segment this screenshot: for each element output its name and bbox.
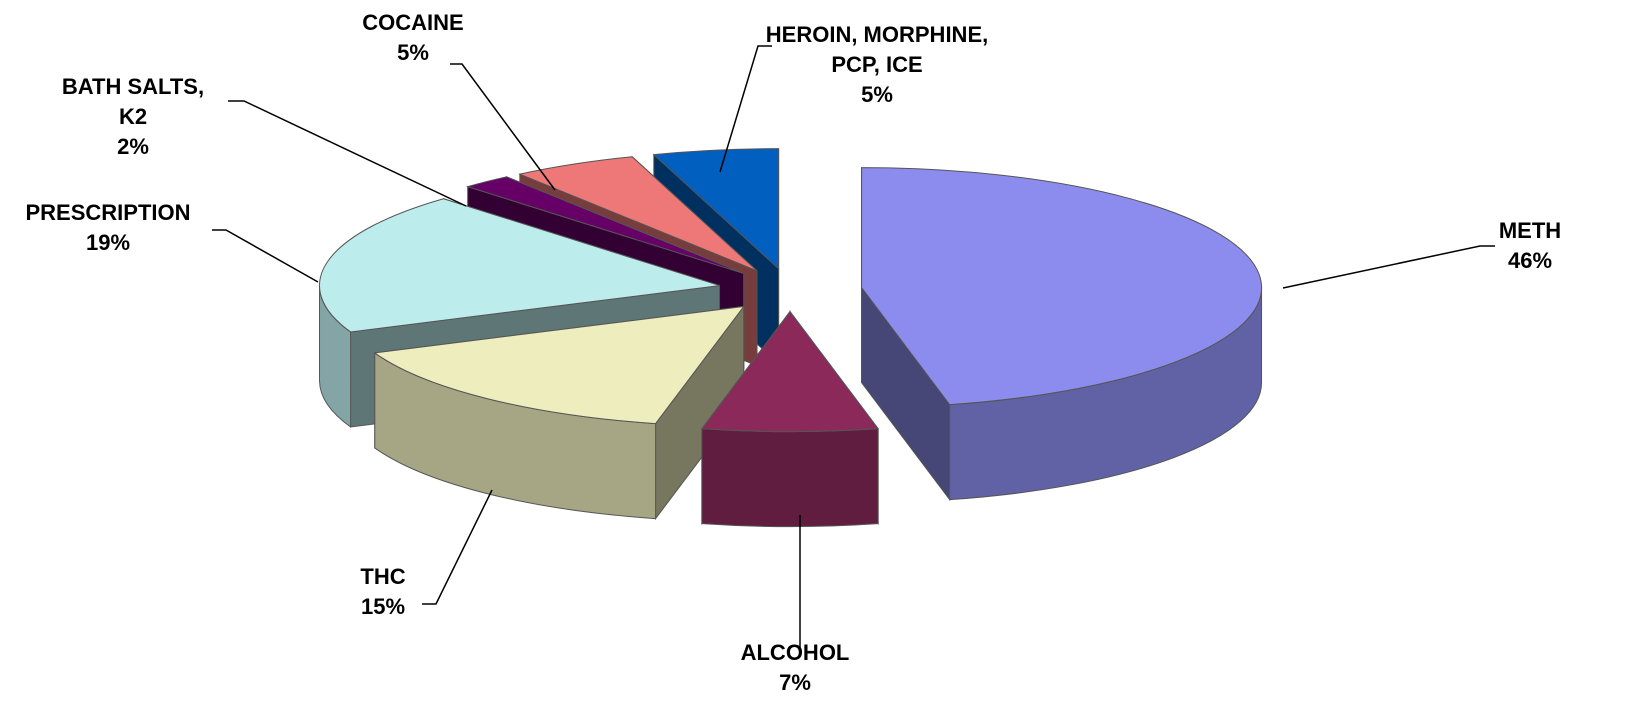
slice-label: THC 15% xyxy=(333,562,433,622)
slice xyxy=(373,305,745,521)
slice-label: ALCOHOL 7% xyxy=(715,638,875,698)
slice-label: PRESCRIPTION 19% xyxy=(0,198,218,258)
slice-top xyxy=(319,198,720,333)
slice-top xyxy=(518,156,758,272)
category-label: THC xyxy=(360,564,406,589)
slice-label: COCAINE 5% xyxy=(333,8,493,68)
slice-top xyxy=(465,176,744,274)
category-label: HEROIN, MORPHINE, PCP, ICE xyxy=(765,22,989,77)
leader-line xyxy=(212,229,319,283)
slice-top xyxy=(652,148,780,270)
category-label: PRESCRIPTION xyxy=(25,200,191,225)
value-label: 5% xyxy=(397,40,429,65)
leader-line xyxy=(422,489,493,605)
slice-top xyxy=(861,167,1263,406)
slice-rim xyxy=(701,428,879,528)
slice-label: METH 46% xyxy=(1480,216,1580,276)
value-label: 19% xyxy=(85,230,131,255)
leader-line xyxy=(450,63,556,191)
slice-label: BATH SALTS, K2 2% xyxy=(46,72,221,162)
leader-line xyxy=(228,100,467,207)
value-label: 5% xyxy=(861,82,893,107)
leaders xyxy=(212,45,1495,655)
slice-label: HEROIN, MORPHINE, PCP, ICE 5% xyxy=(742,20,1012,110)
value-label: 7% xyxy=(779,670,811,695)
value-label: 2% xyxy=(117,134,149,159)
value-label: 46% xyxy=(1507,248,1553,273)
slice xyxy=(700,310,880,528)
category-label: ALCOHOL xyxy=(740,640,850,665)
category-label: BATH SALTS, K2 xyxy=(61,74,205,129)
slice-top xyxy=(700,310,880,433)
leader-line xyxy=(719,45,772,173)
value-label: 15% xyxy=(360,594,406,619)
leader-line xyxy=(1282,245,1495,289)
slice-top xyxy=(373,305,745,425)
category-label: METH xyxy=(1498,218,1562,243)
category-label: COCAINE xyxy=(362,10,464,35)
slices xyxy=(319,148,1263,528)
slice xyxy=(861,167,1263,502)
